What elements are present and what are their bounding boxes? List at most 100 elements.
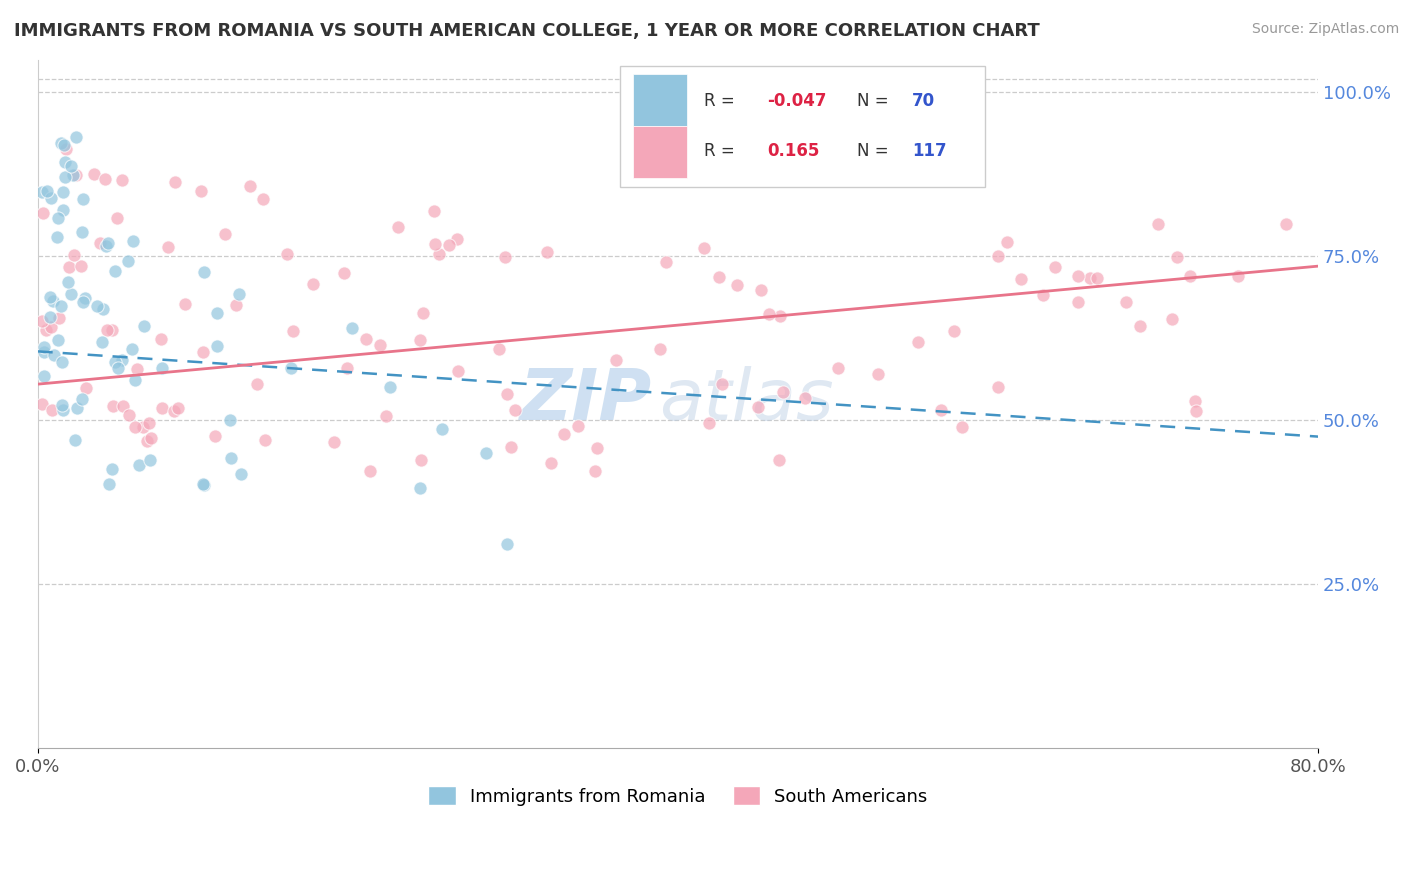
- Point: [165, 175, 187, 189]
- Point: [46, 211, 69, 225]
- Point: [655, 255, 678, 269]
- Point: [31, 313, 53, 327]
- Point: [46, 334, 69, 348]
- Point: [793, 391, 815, 405]
- Text: Source: ZipAtlas.com: Source: ZipAtlas.com: [1251, 22, 1399, 37]
- Point: [52, 185, 75, 199]
- Point: [214, 227, 236, 241]
- Point: [987, 380, 1010, 394]
- Point: [229, 467, 252, 481]
- Point: [446, 232, 468, 246]
- Point: [73, 291, 96, 305]
- Point: [93, 301, 115, 316]
- Point: [709, 270, 731, 285]
- Point: [218, 413, 240, 427]
- Point: [503, 403, 526, 417]
- Point: [866, 367, 889, 381]
- Point: [995, 235, 1018, 249]
- Point: [501, 440, 523, 454]
- Point: [70, 392, 93, 406]
- Point: [768, 453, 790, 467]
- Point: [86, 300, 108, 314]
- Point: [496, 387, 519, 401]
- Point: [205, 339, 228, 353]
- Point: [107, 360, 129, 375]
- Point: [907, 334, 929, 349]
- Point: [111, 400, 134, 414]
- Text: atlas: atlas: [658, 366, 834, 435]
- Point: [378, 380, 401, 394]
- Point: [72, 295, 94, 310]
- Point: [1010, 272, 1032, 286]
- Point: [710, 377, 733, 392]
- Point: [488, 343, 510, 357]
- Point: [1184, 393, 1206, 408]
- Point: [135, 434, 157, 448]
- Point: [93, 171, 115, 186]
- Point: [333, 266, 356, 280]
- Point: [32, 340, 55, 354]
- Point: [302, 277, 325, 292]
- Point: [125, 362, 148, 376]
- Point: [246, 376, 269, 391]
- Legend: Immigrants from Romania, South Americans: Immigrants from Romania, South Americans: [419, 777, 936, 814]
- Point: [101, 399, 124, 413]
- Point: [987, 249, 1010, 263]
- Point: [89, 235, 111, 250]
- Point: [39, 320, 62, 334]
- Point: [1185, 403, 1208, 417]
- Point: [124, 420, 146, 434]
- Point: [34, 368, 56, 383]
- Point: [585, 441, 607, 455]
- Point: [122, 235, 145, 249]
- Point: [75, 381, 97, 395]
- Point: [167, 401, 190, 415]
- Point: [412, 306, 434, 320]
- Point: [63, 433, 86, 447]
- Point: [104, 264, 127, 278]
- Point: [567, 419, 589, 434]
- Point: [59, 159, 82, 173]
- Point: [35, 323, 58, 337]
- Point: [193, 478, 215, 492]
- Point: [281, 324, 304, 338]
- Point: [32, 344, 55, 359]
- Point: [60, 286, 83, 301]
- Point: [204, 429, 226, 443]
- Point: [173, 296, 195, 310]
- Point: [31, 397, 53, 411]
- Point: [536, 244, 558, 259]
- Point: [375, 409, 398, 424]
- Point: [83, 167, 105, 181]
- Point: [121, 342, 143, 356]
- Point: [1129, 318, 1152, 333]
- Point: [101, 323, 124, 337]
- Point: [219, 451, 242, 466]
- Point: [427, 247, 450, 261]
- Point: [475, 446, 498, 460]
- Point: [138, 416, 160, 430]
- Point: [253, 433, 276, 447]
- Point: [190, 184, 212, 198]
- Point: [62, 168, 84, 182]
- Point: [70, 225, 93, 239]
- Point: [132, 318, 155, 333]
- Point: [1043, 260, 1066, 274]
- Point: [205, 306, 228, 320]
- Point: [98, 476, 121, 491]
- Point: [252, 193, 274, 207]
- Point: [72, 192, 94, 206]
- Point: [409, 482, 432, 496]
- Point: [48, 311, 70, 326]
- Point: [163, 404, 186, 418]
- Point: [430, 422, 453, 436]
- Point: [1161, 311, 1184, 326]
- Point: [39, 310, 62, 324]
- Point: [97, 236, 120, 251]
- Point: [118, 408, 141, 422]
- Point: [697, 416, 720, 430]
- Point: [425, 237, 447, 252]
- Point: [31, 205, 53, 219]
- Point: [1166, 250, 1188, 264]
- Point: [769, 309, 792, 323]
